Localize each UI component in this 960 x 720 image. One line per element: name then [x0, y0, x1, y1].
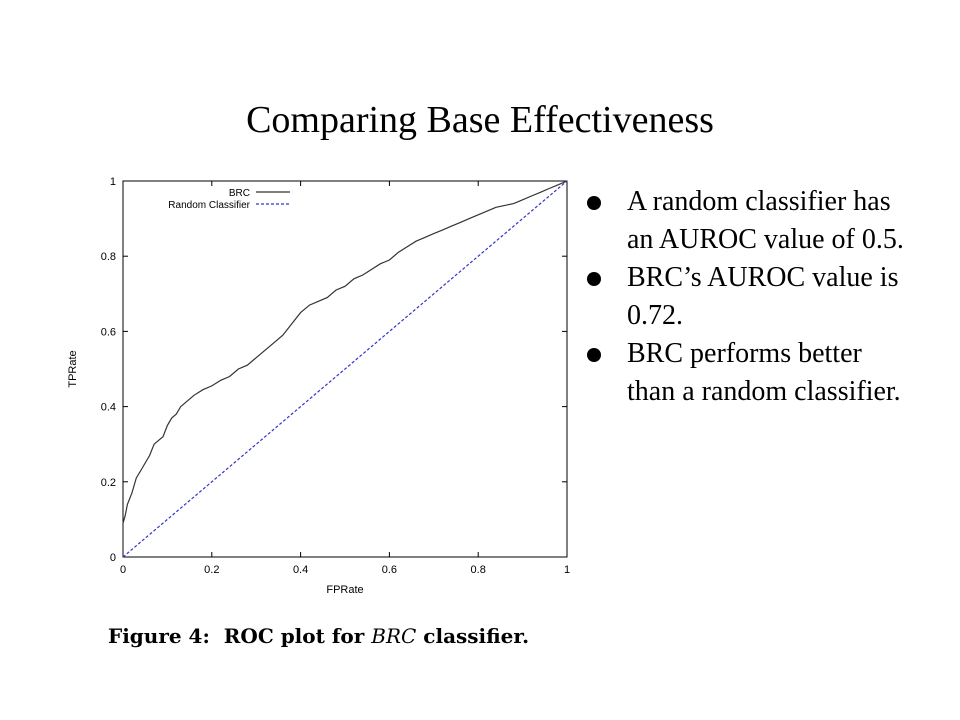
bullet-item: A random classifier has an AUROC value o…: [585, 183, 915, 259]
x-tick-label: 0: [120, 564, 126, 576]
caption-suffix: classifier.: [416, 624, 530, 648]
series-line-random-classifier: [122, 180, 568, 558]
x-tick-label: 0.6: [382, 564, 397, 576]
x-axis-ticks: 0 0.2 0.4 0.6 0.8 1: [120, 181, 570, 576]
y-tick-label: 0.8: [101, 251, 116, 263]
y-tick-label: 0.4: [101, 402, 116, 414]
roc-chart: 0 0.2 0.4 0.6 0.8 1 0 0.2 0.4 0.6 0.8 1 FPRate TPR…: [67, 176, 570, 596]
slide-title: Comparing Base Effectiveness: [246, 99, 714, 141]
bullet-text: BRC performs better than a random classi…: [627, 338, 901, 407]
y-axis-ticks: 0 0.2 0.4 0.6 0.8 1: [101, 176, 567, 564]
bullet-dot: [587, 272, 601, 286]
legend-label-random-classifier: Random Classifier: [168, 200, 250, 211]
y-tick-label: 0: [110, 552, 116, 564]
bullet-item: BRC performs better than a random classi…: [585, 335, 915, 411]
legend-label-brc: BRC: [229, 188, 250, 199]
figure-caption: Figure 4: ROC plot for BRC classifier.: [108, 624, 529, 648]
caption-classifier-name: BRC: [371, 624, 417, 648]
y-tick-label: 0.2: [101, 477, 116, 489]
plot-frame: [122, 180, 568, 558]
y-tick-label: 0.6: [101, 326, 116, 338]
x-tick-label: 0.8: [471, 564, 486, 576]
x-tick-label: 0.4: [293, 564, 308, 576]
y-tick-label: 1: [110, 176, 116, 188]
bullet-list: A random classifier has an AUROC value o…: [585, 183, 915, 411]
x-tick-label: 0.2: [204, 564, 219, 576]
bullet-dot: [587, 348, 601, 362]
x-tick-label: 1: [564, 564, 570, 576]
bullet-text: BRC’s AUROC value is 0.72.: [627, 262, 899, 331]
bullet-text: A random classifier has an AUROC value o…: [627, 186, 904, 255]
bullet-dot: [587, 196, 601, 210]
legend: BRC Random Classifier: [168, 188, 290, 211]
y-axis-label: TPRate: [67, 350, 79, 387]
bullet-item: BRC’s AUROC value is 0.72.: [585, 259, 915, 335]
series-layer: [122, 180, 568, 558]
caption-prefix: Figure 4: ROC plot for: [108, 624, 372, 648]
series-line-brc: [122, 180, 568, 557]
x-axis-label: FPRate: [326, 584, 363, 596]
